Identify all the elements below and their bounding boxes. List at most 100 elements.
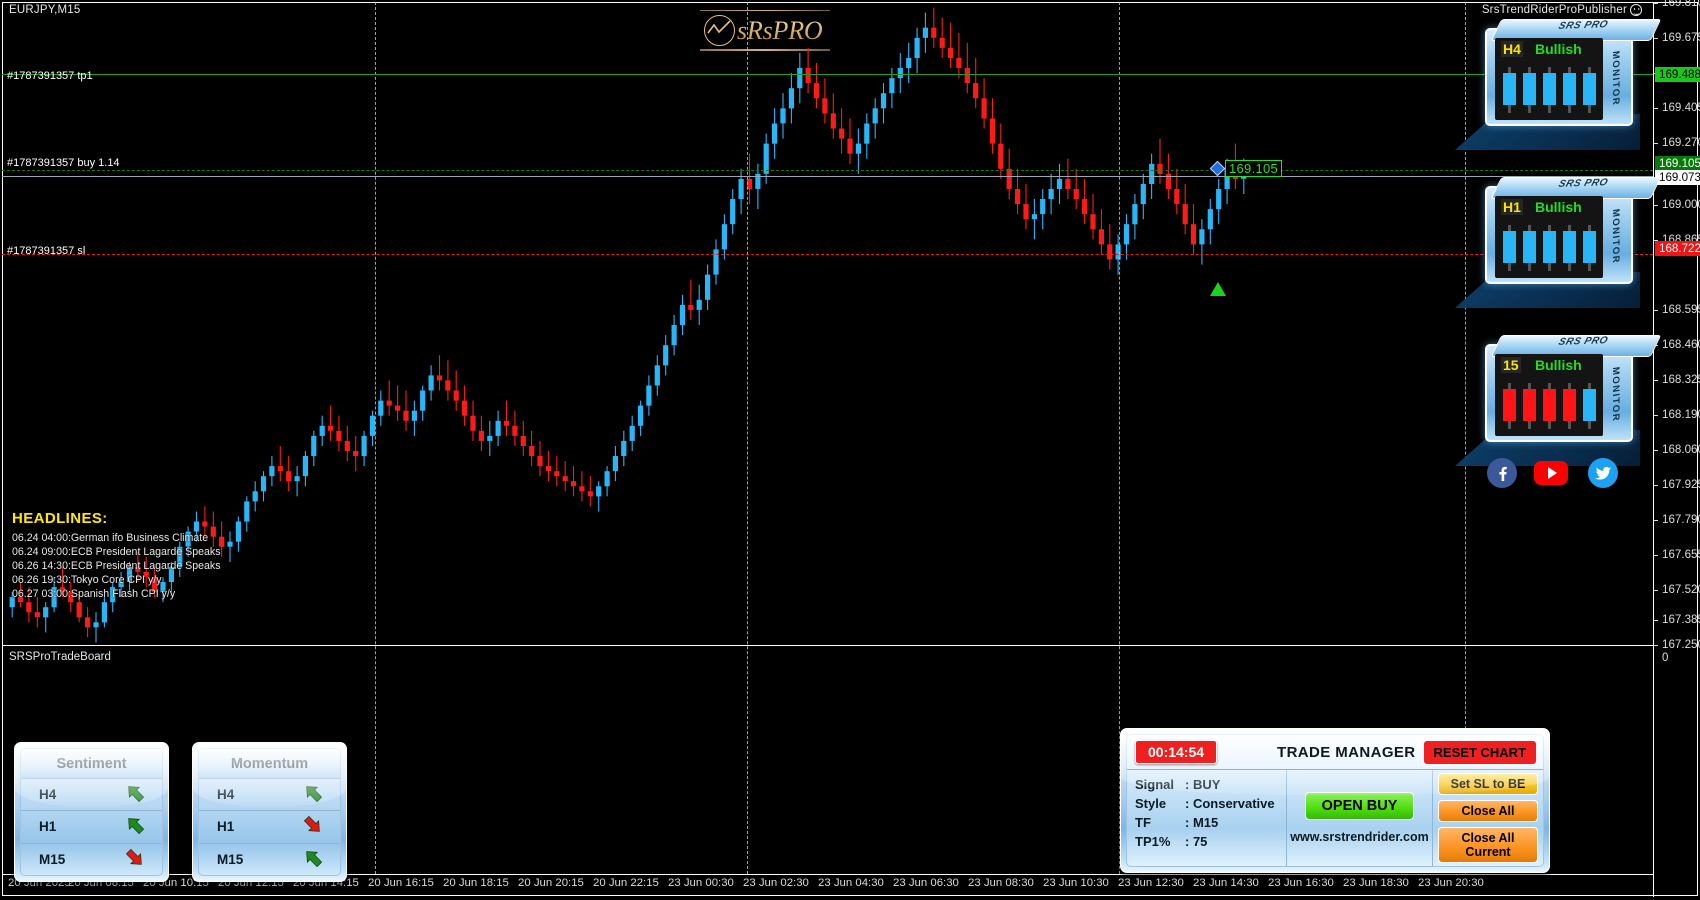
time-tick: 23 Jun 14:30 xyxy=(1193,877,1259,889)
price-badge-red: 168.722 xyxy=(1655,241,1700,256)
trade-info-column: Signal : BUY Style : Conservative TF : M15… xyxy=(1127,770,1287,866)
direction-arrow xyxy=(124,814,146,839)
monitor-mini-candles xyxy=(1503,225,1596,271)
monitor-box-h1: SRS PRO H1 Bullish MONITOR xyxy=(1455,177,1662,308)
current-price-value: 169.105 xyxy=(1225,160,1283,177)
time-axis-divider xyxy=(2,874,1653,875)
trade-info-value: : Conservative xyxy=(1185,796,1275,811)
monitor-mini-candles xyxy=(1503,383,1596,429)
bid-line xyxy=(2,176,1653,177)
take-profit-line[interactable] xyxy=(2,74,1653,75)
time-tick: 23 Jun 12:30 xyxy=(1118,877,1184,889)
price-tick: 169.675 xyxy=(1654,31,1700,44)
trade-manager-body: Signal : BUY Style : Conservative TF : M15… xyxy=(1127,770,1543,866)
monitor-timeframe: H1 xyxy=(1501,199,1523,215)
arrow-down-icon xyxy=(303,816,320,833)
entry-line[interactable] xyxy=(2,170,1653,171)
facebook-icon[interactable] xyxy=(1487,458,1517,488)
price-badge-green: 169.488 xyxy=(1655,67,1700,82)
day-separator-0 xyxy=(375,2,376,874)
direction-arrow xyxy=(124,847,146,872)
monitor-trend: Bullish xyxy=(1535,41,1582,57)
monitor-side-face: MONITOR xyxy=(1603,36,1627,122)
direction-arrow xyxy=(124,782,146,807)
direction-arrow xyxy=(302,847,324,872)
monitor-screen: H4 Bullish xyxy=(1495,38,1603,120)
day-separator-1 xyxy=(747,2,748,874)
monitor-body: SRS PRO 15 Bullish MONITOR xyxy=(1485,335,1662,442)
monitor-trend: Bullish xyxy=(1535,199,1582,215)
logo-text: sRsPRO xyxy=(737,15,823,45)
sentiment-panel: Sentiment H4 H1 M15 xyxy=(14,742,169,882)
trade-buttons-column: Set SL to BE Close All Close All Current xyxy=(1433,770,1543,866)
open-buy-button[interactable]: OPEN BUY xyxy=(1304,792,1415,820)
day-separator-3 xyxy=(1465,2,1466,874)
reset-chart-button[interactable]: RESET CHART xyxy=(1422,739,1537,765)
monitor-side-face: MONITOR xyxy=(1603,194,1627,280)
price-tick: 169.000 xyxy=(1654,198,1700,211)
monitor-timeframe: 15 xyxy=(1501,357,1521,373)
candle-timer: 00:14:54 xyxy=(1135,740,1218,764)
time-tick: 23 Jun 00:30 xyxy=(668,877,734,889)
timeframe-label: M15 xyxy=(39,851,66,867)
direction-arrow xyxy=(302,782,324,807)
time-tick: 23 Jun 06:30 xyxy=(893,877,959,889)
youtube-icon[interactable] xyxy=(1534,461,1568,485)
trade-info-key: TF xyxy=(1135,815,1151,830)
set-sl-to-be-button[interactable]: Set SL to BE xyxy=(1438,773,1538,795)
price-tick: 168.060 xyxy=(1654,443,1700,456)
trade-manager-inner: 00:14:54 TRADE MANAGER RESET CHART Signa… xyxy=(1126,734,1544,867)
subwindow-name-label: SRSProTradeBoard xyxy=(9,651,111,663)
trade-action-column: OPEN BUY www.srstrendrider.com xyxy=(1287,770,1433,866)
trade-info-row: TP1% : 75 xyxy=(1135,832,1286,851)
logo-top-rule xyxy=(700,10,830,12)
current-price-marker: 169.105 xyxy=(1209,160,1283,177)
monitor-box-15: SRS PRO 15 Bullish MONITOR xyxy=(1455,335,1662,466)
time-tick: 23 Jun 20:30 xyxy=(1418,877,1484,889)
stop-loss-label: #1787391357 sl xyxy=(7,245,86,257)
timeframe-label: M15 xyxy=(217,851,244,867)
momentum-panel: Momentum H4 H1 M15 xyxy=(192,742,347,882)
price-tick: 167.790 xyxy=(1654,513,1700,526)
monitor-screen: 15 Bullish xyxy=(1495,354,1603,436)
price-tick: 169.810 xyxy=(1654,0,1700,9)
close-all-current-button[interactable]: Close All Current xyxy=(1438,827,1538,863)
srs-pro-logo: sRsPRO xyxy=(700,10,830,51)
monitor-mini-candles xyxy=(1503,67,1596,113)
take-profit-label: #1787391357 tp1 xyxy=(7,70,93,82)
monitor-body: SRS PRO H4 Bullish MONITOR xyxy=(1485,19,1662,126)
monitor-brand-label: SRS PRO xyxy=(1557,177,1610,190)
monitor-box-h4: SRS PRO H4 Bullish MONITOR xyxy=(1455,19,1662,150)
arrow-up-icon xyxy=(306,851,323,867)
time-tick: 20 Jun 22:15 xyxy=(593,877,659,889)
timeframe-label: H4 xyxy=(39,787,57,803)
monitor-side-text: MONITOR xyxy=(1609,50,1621,108)
logo-bottom-rule xyxy=(700,49,830,51)
monitor-side-text: MONITOR xyxy=(1609,366,1621,424)
twitter-icon[interactable] xyxy=(1588,458,1618,488)
time-tick: 23 Jun 02:30 xyxy=(743,877,809,889)
time-tick: 20 Jun 18:15 xyxy=(443,877,509,889)
website-url[interactable]: www.srstrendrider.com xyxy=(1290,830,1429,844)
price-tick: 168.595 xyxy=(1654,303,1700,316)
headline-item: 06.26 19:30:Tokyo Core CPI y/y xyxy=(12,574,162,586)
subwindow-separator xyxy=(2,645,1653,646)
trade-info-key: Style xyxy=(1135,796,1167,811)
momentum-row-h1: H1 xyxy=(199,811,340,844)
time-tick: 20 Jun 16:15 xyxy=(368,877,434,889)
sentiment-row-m15: M15 xyxy=(21,844,162,875)
trade-manager-panel: 00:14:54 TRADE MANAGER RESET CHART Signa… xyxy=(1120,728,1550,873)
smiley-icon xyxy=(1630,4,1642,16)
price-tick: 168.325 xyxy=(1654,373,1700,386)
price-axis[interactable]: 169.810169.675169.540169.405169.270169.1… xyxy=(1654,0,1700,875)
stop-loss-line[interactable] xyxy=(2,254,1653,255)
time-axis[interactable]: 20 Jun 2025 20 Jun 08:15 20 Jun 10:15 20 Ju… xyxy=(0,877,1653,897)
trade-info-row: Signal : BUY xyxy=(1135,775,1286,794)
close-all-button[interactable]: Close All xyxy=(1438,800,1538,822)
price-tick: 167.655 xyxy=(1654,548,1700,561)
monitor-side-text: MONITOR xyxy=(1609,208,1621,266)
price-axis-divider xyxy=(1653,2,1654,897)
time-tick: 20 Jun 20:15 xyxy=(518,877,584,889)
